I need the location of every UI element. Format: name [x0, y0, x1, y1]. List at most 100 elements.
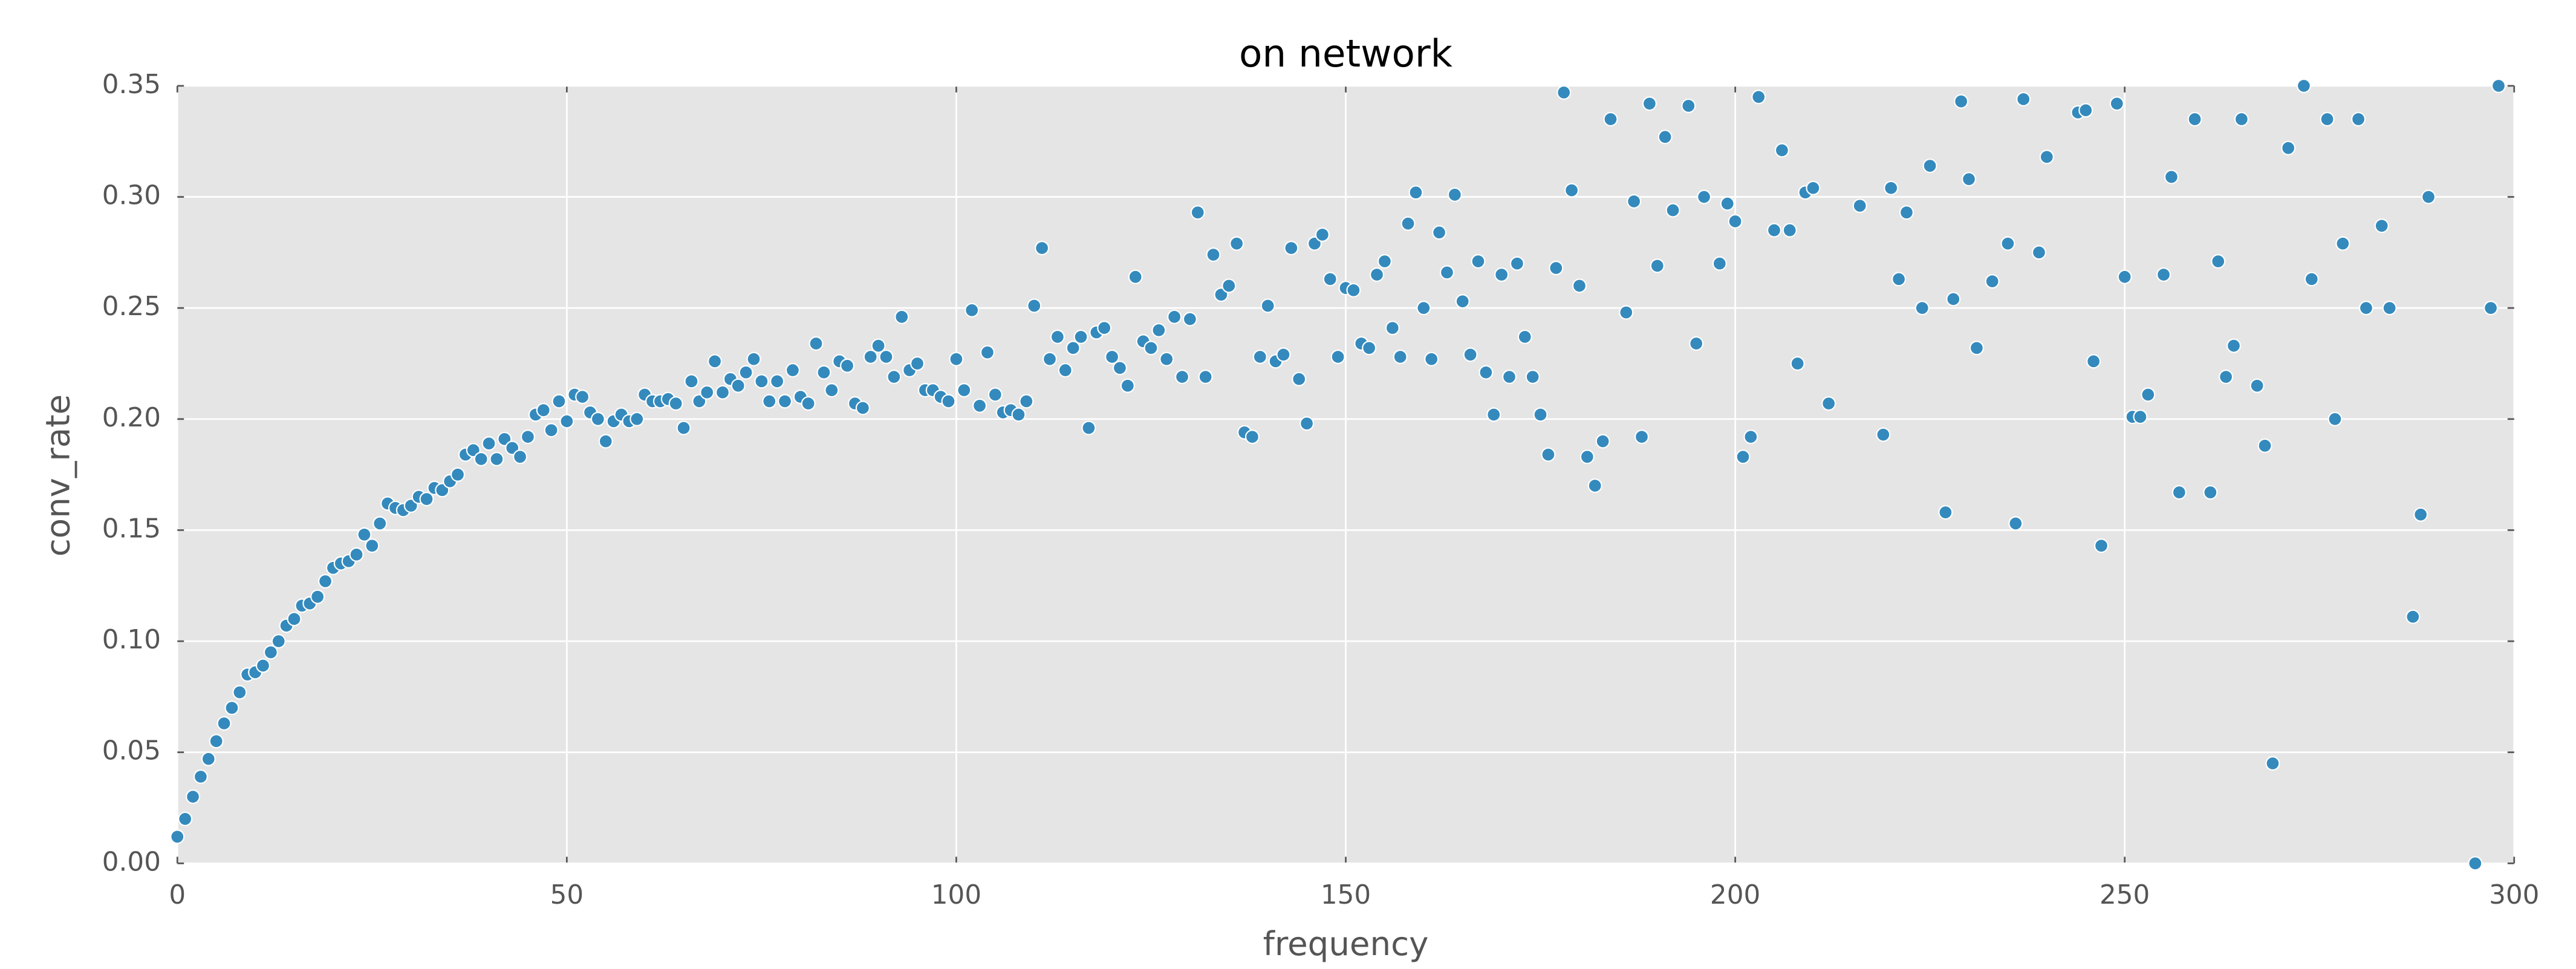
point [2351, 111, 2366, 127]
point [785, 363, 800, 378]
point [450, 467, 466, 482]
point [318, 573, 333, 589]
point [1619, 305, 1634, 320]
point [2304, 272, 2319, 287]
point [840, 358, 855, 373]
point [1533, 407, 1548, 422]
point [2281, 140, 2296, 155]
point [1073, 329, 1088, 344]
y-tick-label: 0.10 [102, 624, 161, 655]
point [1712, 256, 1727, 271]
point [489, 451, 504, 466]
point [1035, 241, 1050, 256]
point [1564, 183, 1579, 198]
point [186, 789, 201, 804]
point [1572, 278, 1587, 293]
point [1922, 158, 1937, 174]
chart-title: on network [1239, 31, 1453, 76]
point [287, 612, 302, 627]
point [949, 351, 964, 367]
point [419, 492, 434, 507]
point [1190, 205, 1205, 220]
point [1455, 294, 1470, 309]
point [1346, 282, 1361, 298]
point [170, 829, 185, 844]
point [1244, 429, 1260, 445]
point [2171, 484, 2187, 500]
x-tick-label: 100 [931, 879, 981, 910]
point [1884, 180, 1899, 195]
point [1182, 312, 1197, 327]
point [801, 396, 816, 411]
point [1081, 420, 1096, 436]
point [178, 811, 193, 826]
point [1697, 189, 1712, 204]
point [1899, 205, 1914, 220]
point [957, 383, 972, 398]
point [1292, 371, 1307, 387]
point [2086, 354, 2101, 369]
point [2031, 245, 2046, 260]
point [2164, 169, 2179, 184]
point [1260, 298, 1275, 313]
point [2226, 338, 2242, 353]
grid [176, 85, 2516, 864]
point [1782, 223, 1797, 238]
point [1058, 363, 1073, 378]
point [1167, 309, 1182, 324]
point [1478, 365, 1494, 380]
point [1806, 180, 1821, 195]
point [1206, 247, 1221, 263]
point [193, 769, 208, 785]
point [1362, 341, 1377, 356]
y-tick-label: 0.20 [102, 402, 161, 433]
point [1728, 214, 1743, 229]
point [1112, 361, 1127, 376]
point [2203, 484, 2218, 500]
point [816, 365, 831, 380]
point [216, 716, 232, 731]
point [1634, 429, 1650, 445]
point [894, 309, 909, 324]
point [2358, 301, 2374, 316]
point [1517, 329, 1532, 344]
y-tick-label: 0.15 [102, 513, 161, 544]
point [1486, 407, 1501, 422]
y-tick-label: 0.25 [102, 291, 161, 322]
point [513, 449, 528, 465]
point [1322, 272, 1338, 287]
point [1315, 227, 1330, 242]
point [598, 434, 613, 449]
point [1821, 396, 1836, 411]
point [1665, 203, 1680, 218]
point [2000, 236, 2015, 251]
point [855, 400, 870, 416]
point [1463, 347, 1478, 362]
point [473, 451, 489, 466]
point [1400, 216, 1416, 231]
point [2039, 149, 2054, 165]
point [2141, 387, 2156, 402]
point [980, 345, 995, 360]
point [668, 396, 683, 411]
point [2234, 111, 2249, 127]
point [1774, 143, 1789, 158]
point [2117, 269, 2132, 284]
points [170, 78, 2506, 871]
point [754, 374, 769, 389]
point [1689, 336, 1704, 351]
point [590, 411, 605, 426]
point [271, 634, 286, 649]
point [1969, 341, 1984, 356]
point [808, 336, 824, 351]
point [2249, 378, 2265, 393]
point [575, 390, 590, 405]
point [2327, 411, 2343, 426]
point [536, 403, 551, 418]
point [1159, 351, 1174, 367]
point [910, 356, 925, 371]
point [2468, 856, 2483, 871]
point [372, 516, 388, 531]
point [1852, 198, 1867, 214]
